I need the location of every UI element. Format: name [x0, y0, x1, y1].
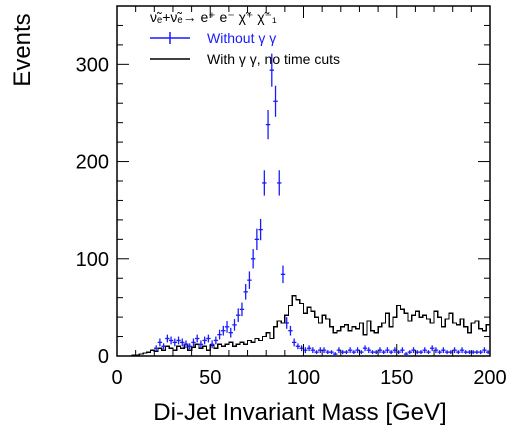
data-point — [310, 347, 316, 354]
data-point — [202, 336, 207, 345]
y-tick-label: 100 — [76, 249, 109, 271]
data-point — [161, 343, 166, 350]
data-point — [273, 85, 278, 117]
data-point — [284, 317, 289, 329]
x-axis-title: Di-Jet Invariant Mass [GeV] — [153, 399, 446, 426]
data-point — [388, 350, 394, 355]
data-point — [403, 352, 409, 356]
data-point — [213, 336, 219, 345]
data-point — [194, 334, 200, 343]
y-axis-title: Events — [9, 13, 36, 86]
data-point — [366, 347, 371, 354]
data-point — [400, 347, 405, 354]
data-point — [265, 110, 271, 140]
data-point — [224, 321, 230, 333]
legend: ν̃ₑ+ν̃ₑ→ e⁺ e⁻ χ̃⁺ χ̃⁻₁ Without γ γ With… — [150, 9, 340, 67]
data-point — [329, 350, 334, 355]
data-point — [183, 340, 189, 349]
data-point — [206, 334, 211, 343]
data-point — [444, 350, 450, 355]
data-point — [277, 170, 282, 196]
data-point — [325, 350, 330, 355]
points-series — [153, 53, 491, 356]
data-point — [176, 336, 181, 345]
data-point — [243, 284, 248, 300]
data-point — [370, 350, 375, 355]
legend-entry-points: Without γ γ — [150, 30, 276, 46]
legend-label-points: Without γ γ — [207, 30, 276, 46]
data-point — [165, 334, 170, 343]
y-tick-label: 0 — [98, 346, 109, 368]
data-point — [258, 218, 263, 241]
data-point — [422, 347, 427, 354]
data-point — [232, 319, 237, 331]
data-point — [314, 350, 319, 355]
x-tick-label: 200 — [473, 367, 506, 389]
data-point — [247, 271, 252, 289]
data-point — [288, 325, 293, 336]
data-point — [236, 308, 241, 322]
data-point — [478, 350, 483, 355]
data-point — [474, 350, 480, 355]
data-point — [217, 329, 222, 340]
axis-ticks: 0 50 100 150 200 0 100 200 300 — [76, 5, 507, 389]
data-point — [381, 350, 386, 355]
data-point — [347, 347, 353, 354]
data-point — [407, 350, 413, 355]
data-point — [333, 352, 338, 356]
data-point — [153, 345, 159, 352]
y-tick-label: 300 — [76, 54, 109, 76]
data-point — [418, 350, 424, 355]
x-tick-label: 0 — [111, 367, 122, 389]
x-tick-label: 150 — [380, 367, 413, 389]
data-point — [385, 347, 390, 354]
legend-header: ν̃ₑ+ν̃ₑ→ e⁺ e⁻ χ̃⁺ χ̃⁻₁ — [150, 9, 277, 25]
y-tick-label: 200 — [76, 152, 109, 174]
data-point — [429, 345, 435, 352]
data-point — [172, 338, 178, 347]
data-point — [280, 265, 286, 284]
data-point — [459, 347, 465, 354]
data-point — [168, 336, 174, 345]
data-point — [254, 228, 260, 251]
data-point — [426, 350, 431, 355]
data-point — [269, 53, 274, 87]
legend-entry-step: With γ γ, no time cuts — [150, 51, 340, 67]
data-point — [228, 327, 233, 338]
data-point — [351, 350, 357, 355]
data-point — [437, 350, 442, 355]
data-point — [239, 302, 245, 317]
data-point — [262, 170, 267, 196]
legend-label-step: With γ γ, no time cuts — [207, 51, 340, 67]
x-tick-label: 100 — [287, 367, 320, 389]
data-point — [250, 249, 256, 269]
data-point — [191, 338, 196, 347]
data-point — [362, 345, 368, 352]
data-point — [306, 345, 312, 352]
data-point — [198, 340, 204, 349]
data-point — [221, 325, 226, 336]
data-point — [295, 343, 301, 350]
data-point — [456, 350, 461, 355]
data-point — [441, 347, 446, 354]
x-tick-label: 50 — [199, 367, 221, 389]
data-point — [157, 338, 163, 347]
data-point — [187, 343, 192, 350]
data-point — [463, 350, 468, 355]
data-point — [291, 338, 297, 347]
data-point — [180, 338, 185, 347]
data-point — [482, 347, 487, 354]
data-point — [344, 350, 349, 355]
